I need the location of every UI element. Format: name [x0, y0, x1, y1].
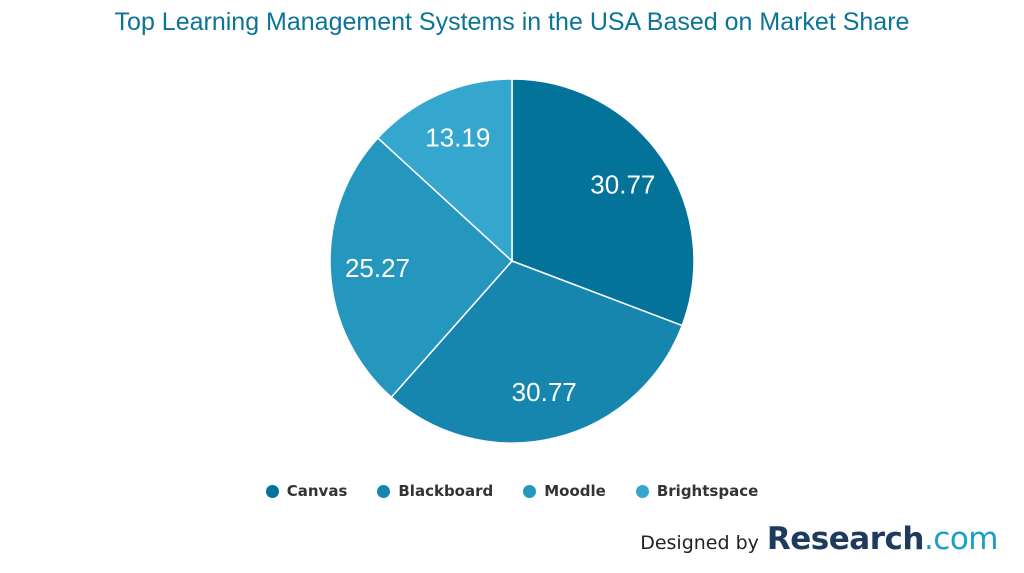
legend-label: Canvas: [286, 482, 348, 500]
legend-label: Moodle: [544, 482, 606, 500]
legend-swatch: [265, 484, 279, 498]
legend-label: Blackboard: [398, 482, 494, 500]
legend-swatch: [635, 484, 649, 498]
slice-label-blackboard: 30.77: [512, 377, 577, 407]
pie-slice-brightspace: [376, 78, 513, 263]
slice-label-brightspace: 13.19: [425, 123, 490, 153]
legend-swatch: [377, 484, 391, 498]
legend-swatch: [523, 484, 537, 498]
legend-label: Brightspace: [656, 482, 759, 500]
credit-brand-suffix: .com: [923, 521, 999, 557]
legend-item-brightspace: Brightspace: [635, 482, 759, 500]
pie-slice-blackboard: [390, 260, 684, 444]
slice-label-canvas: 30.77: [590, 169, 655, 199]
chart-title: Top Learning Management Systems in the U…: [114, 8, 910, 36]
legend-item-canvas: Canvas: [265, 482, 348, 500]
credit-brand: Research: [766, 521, 925, 557]
credit: Designed by Research.com: [640, 521, 998, 557]
credit-prefix: Designed by: [640, 532, 759, 554]
slice-label-moodle: 25.27: [345, 253, 410, 283]
pie-slice-moodle: [329, 136, 514, 399]
credit-logo: Research.com: [766, 521, 999, 557]
legend-item-moodle: Moodle: [523, 482, 606, 500]
legend-item-blackboard: Blackboard: [377, 482, 493, 500]
pie-slice-canvas: [511, 78, 695, 327]
legend: Canvas Blackboard Moodle Brightspace: [0, 482, 1024, 500]
